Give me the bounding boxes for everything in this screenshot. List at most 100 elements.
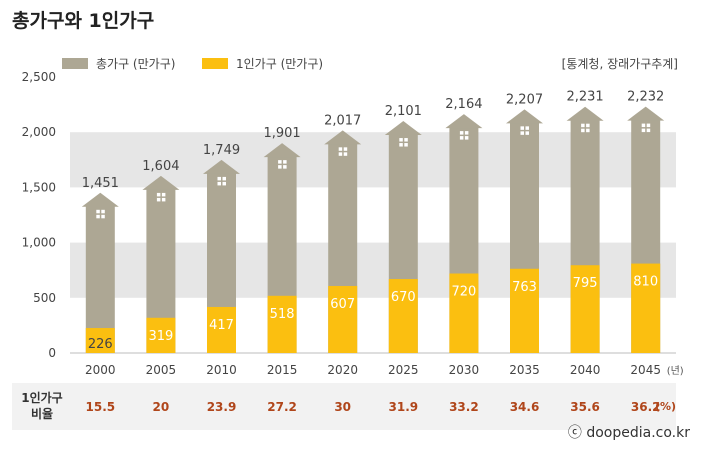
house-window-pane [222,176,226,181]
house-window-pane [338,147,343,151]
bar-single-2045 [631,263,661,353]
house-window-pane [278,160,282,164]
house-window-pane [646,123,651,128]
y-tick-label: 2,000 [22,125,56,139]
bar-single-2025 [388,279,418,353]
ratio-value-2020: 30 [334,400,352,414]
legend-label-total: 총가구 (만가구) [96,57,176,71]
house-window-pane [343,147,348,151]
data-label-single-2035: 763 [512,280,537,295]
data-label-total-2010: 1,749 [203,143,240,158]
bar-total-roof-2020 [324,130,362,145]
ratio-value-2030: 33.2 [449,400,479,414]
data-label-total-2025: 2,101 [385,104,422,119]
data-label-total-2000: 1,451 [82,176,119,191]
house-window-pane [586,128,590,133]
ratio-value-2005: 20 [152,400,170,414]
ratio-value-2010: 23.9 [206,400,237,414]
legend-swatch-single [202,58,228,69]
x-tick-label: 2000 [85,363,116,377]
legend-swatch-total [62,58,88,69]
bar-total-roof-2040 [566,106,604,121]
house-window-pane [283,165,287,169]
house-window-pane [464,131,469,135]
bar-single-2020 [328,285,358,353]
bar-single-2005 [146,317,176,353]
data-label-single-2040: 795 [573,276,598,291]
x-tick-label: 2010 [206,363,237,377]
house-window-pane [581,128,585,133]
house-window-pane [641,123,646,128]
x-tick-label: 2030 [449,363,480,377]
house-window-pane [156,197,161,202]
data-label-total-2035: 2,207 [506,92,543,107]
bar-total-roof-2005 [142,175,180,190]
ratio-value-2040: 35.6 [570,400,600,414]
house-window-pane [404,143,408,147]
x-tick-label: 2045 [630,363,661,377]
bar-total-roof-2030 [445,114,483,129]
bar-total-roof-2025 [384,121,422,136]
bar-total-roof-2015 [263,143,301,158]
chart-title: 총가구와 1인가구 [12,10,155,32]
house-window-pane [217,176,221,181]
y-tick-label: 2,500 [22,70,56,84]
house-window-pane [525,126,529,130]
data-label-total-2005: 1,604 [142,159,179,174]
ratio-value-2015: 27.2 [267,400,297,414]
data-label-total-2020: 2,017 [324,113,361,128]
bar-single-2000 [85,328,115,353]
source-note: [통계청, 장래가구추계] [561,57,678,71]
ratio-band [12,383,676,430]
y-tick-label: 1,500 [22,180,56,194]
bar-total-roof-2010 [203,159,240,174]
house-window-pane [586,123,590,128]
bar-total-roof-2045 [627,106,665,121]
data-label-single-2005: 319 [148,329,173,344]
house-window-pane [338,152,343,156]
data-label-total-2030: 2,164 [445,97,482,112]
house-window-pane [278,165,282,169]
house-window-pane [222,181,226,186]
house-window-pane [96,209,100,214]
data-label-total-2045: 2,232 [627,90,664,105]
bar-total-roof-2035 [506,109,543,124]
bar-single-2015 [267,295,297,353]
ratio-value-2045: 36.2 [630,400,661,414]
data-label-single-2025: 670 [391,290,416,305]
ratio-row-title: 1인가구 비율 [16,390,68,422]
house-window-pane [464,136,469,140]
house-window-pane [404,138,408,142]
house-window-pane [525,131,529,135]
ratio-title-line1: 1인가구 [21,391,63,405]
copyright: ⓒ doopedia.co.kr [567,425,690,441]
x-tick-label: 2005 [146,363,177,377]
bar-single-2035 [510,268,539,353]
house-window-pane [101,214,105,219]
house-window-pane [156,192,161,197]
data-label-single-2010: 417 [209,318,234,333]
bar-single-2030 [449,273,479,353]
house-window-pane [520,126,524,130]
x-tick-label: 2025 [388,363,419,377]
y-tick-label: 0 [48,346,56,360]
ratio-value-2000: 15.5 [85,400,116,414]
house-window-pane [96,214,100,219]
bar-total-roof-2000 [81,192,119,207]
ratio-value-2035: 34.6 [509,400,540,414]
house-window-pane [161,197,166,202]
ratio-title-line2: 비율 [30,407,54,421]
data-label-single-2045: 810 [633,275,658,290]
house-window-pane [161,192,166,197]
house-window-pane [459,131,464,135]
x-tick-label: 2015 [267,363,298,377]
house-window-pane [399,143,403,147]
data-label-single-2030: 720 [451,285,476,300]
house-window-pane [641,128,646,133]
data-label-single-2000: 226 [88,337,113,352]
bar-single-2040 [570,265,600,353]
x-tick-label: 2040 [570,363,601,377]
data-label-total-2040: 2,231 [566,90,603,105]
house-window-pane [101,209,105,214]
